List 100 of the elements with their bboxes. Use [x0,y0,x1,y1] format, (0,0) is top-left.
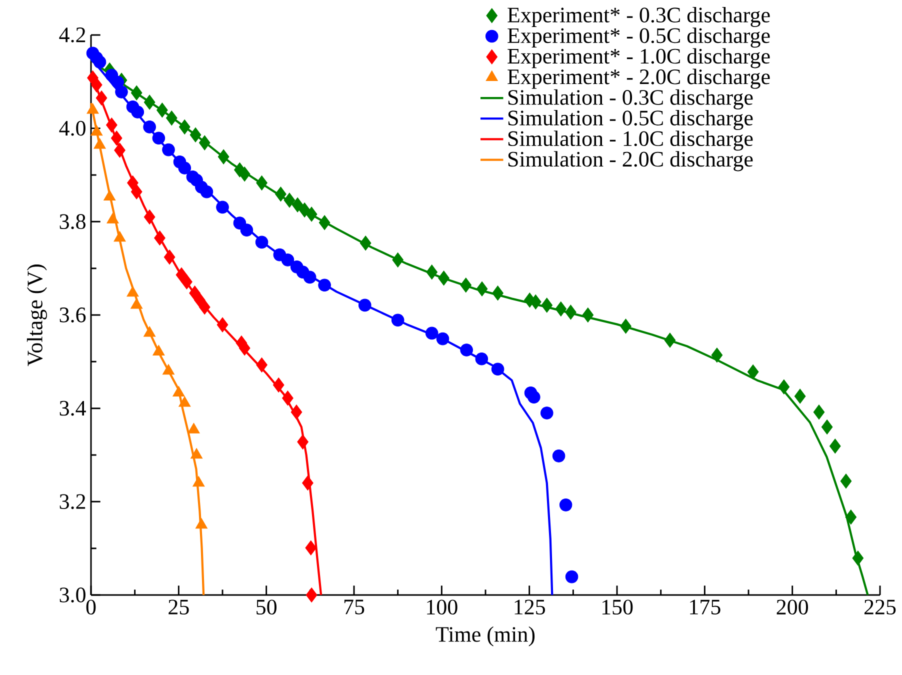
y-tick-label: 3.6 [60,308,86,322]
y-tick-label: 3.4 [60,400,86,416]
point [282,390,294,406]
point [272,378,284,392]
x-tick-label: 175 [690,600,720,614]
y-tick-label: 3.2 [60,494,86,510]
point [555,301,567,316]
x-tick-label: 200 [776,600,808,615]
point [190,448,203,459]
point [813,404,825,420]
point [154,230,166,246]
point [460,344,473,356]
x-tick-label: 75 [344,600,364,614]
point [110,130,122,146]
x-tick-label: 100 [427,600,458,615]
point [240,224,254,236]
point [303,270,316,284]
point [302,476,314,490]
point [144,94,156,110]
point [106,118,118,133]
point [778,379,790,394]
point [96,90,108,106]
point [130,85,142,100]
x-tick-label: 25 [168,600,189,614]
point [475,352,488,366]
point [281,254,294,266]
x-tick-label: 0 [86,600,96,615]
point [216,200,229,214]
point [711,348,723,363]
point [360,236,372,251]
legend-label: Simulation - 0.3C discharge [508,89,753,110]
point [256,357,268,372]
point [305,540,317,556]
point [425,326,438,340]
legend-label: Experiment* - 2.0C discharge [508,68,770,89]
point [540,406,554,420]
point [565,570,578,584]
point [127,175,138,190]
point [306,206,318,222]
point [178,162,192,174]
point [840,474,852,489]
point [747,364,759,380]
y-tick-label: 4.2 [59,28,86,42]
point [527,390,540,404]
point [90,77,102,92]
point [93,56,106,68]
point [192,476,205,487]
point [491,362,504,376]
point [852,550,864,566]
legend-label: Experiment* - 1.0C discharge [508,48,770,68]
point [156,102,168,118]
point [559,498,572,512]
point [114,231,126,242]
point [164,250,176,265]
point [178,119,190,134]
point [131,106,144,118]
point [284,192,296,208]
point [290,404,302,420]
x-axis-title: Time (min) [436,626,535,646]
point [130,184,142,200]
point [492,286,504,301]
point [582,308,594,322]
legend-label: Experiment* - 0.3C discharge [508,6,770,28]
point [111,76,124,89]
point [460,278,472,293]
point [255,236,268,249]
legend-label: Experiment* - 0.5C discharge [508,28,770,48]
point [162,364,175,375]
point [256,175,268,190]
point [216,317,228,332]
legend-label: Simulation - 2.0C discharge [508,151,753,172]
point [306,588,318,602]
point [358,298,372,312]
y-tick-label: 3.0 [60,588,86,602]
point [166,110,178,126]
x-tick-label: 150 [602,600,633,615]
point [218,149,230,164]
point [829,438,841,454]
point [200,185,214,198]
point [198,135,210,150]
point [190,127,202,142]
point [552,450,566,462]
x-tick-label: 225 [864,600,896,614]
point [195,518,208,529]
point [176,267,188,282]
point [664,332,676,348]
point [392,252,404,268]
x-tick-label: 50 [256,600,276,615]
point [821,420,833,434]
point [476,281,488,296]
point [845,510,857,525]
legend-label: Simulation - 1.0C discharge [508,130,753,151]
y-tick-label: 3.8 [60,214,86,230]
point [152,132,166,145]
point [162,143,175,156]
point [198,300,210,315]
point [436,332,450,346]
point [298,202,310,218]
point [143,120,156,134]
point [794,388,806,404]
